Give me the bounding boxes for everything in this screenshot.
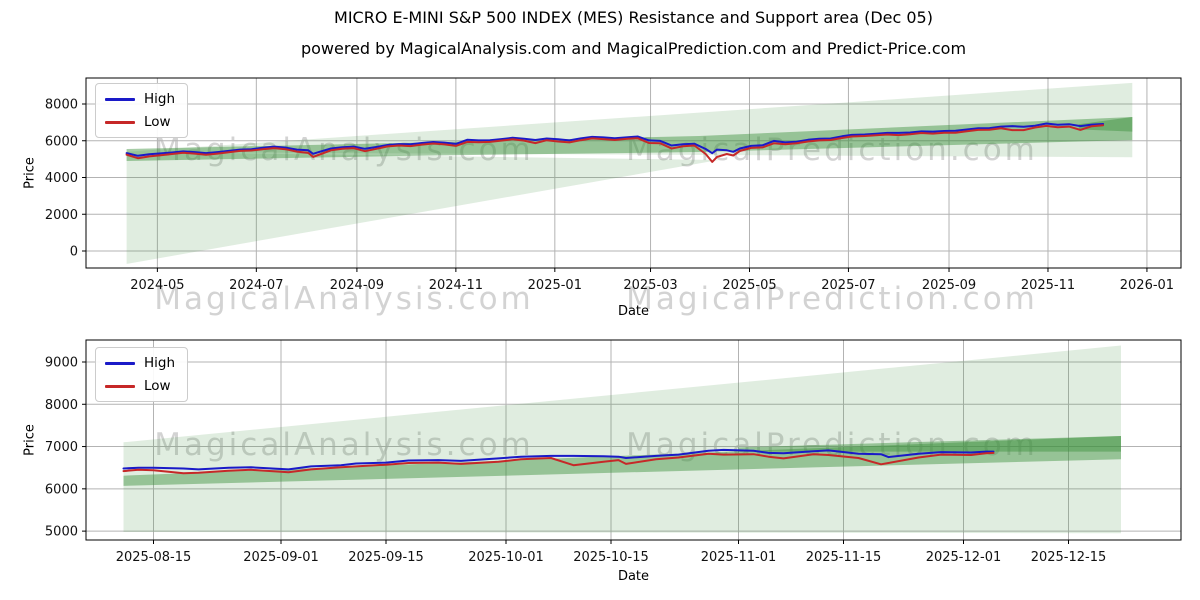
x-tick-label: 2024-09 [330,278,384,293]
x-tick-label: 2025-05 [722,278,776,293]
support-area-lower-band [126,151,719,264]
y-axis-label-top: Price [22,157,38,189]
high-line-series [122,448,995,471]
x-tick-label: 2025-09 [922,278,976,293]
x-tick-label: 2025-10-15 [573,550,649,565]
y-tick-label: 4000 [45,171,78,186]
x-tick-label: 2025-07 [821,278,875,293]
x-tick-label: 2025-09-01 [243,550,319,565]
legend-label-low: Low [144,378,171,394]
high-line-series [125,122,1105,157]
y-tick-label: 9000 [45,355,78,370]
legend-label-high: High [144,91,176,107]
x-tick-label: 2025-09-15 [348,550,424,565]
x-tick-label: 2025-12-01 [926,550,1002,565]
x-tick-label: 2025-01 [528,278,582,293]
x-tick-label: 2025-11 [1021,278,1075,293]
y-axis-label-bottom: Price [22,424,38,456]
x-axis-label-top: Date [617,304,650,319]
y-tick-label: 7000 [45,440,78,455]
x-tick-label: 2025-10-01 [468,550,544,565]
chart-subtitle: powered by MagicalAnalysis.com and Magic… [300,39,967,58]
high-line-swatch [105,361,135,365]
y-tick-label: 6000 [45,134,78,149]
y-tick-label: 5000 [45,525,78,540]
x-tick-label: 2024-07 [229,278,283,293]
high-line-swatch [105,97,135,101]
resistance-area-upper-band [126,82,1133,158]
low-line-series [125,124,1105,163]
trend-band-overlap-band [738,436,1121,452]
plot-frame [85,77,1182,269]
x-axis-label-bottom: Date [617,569,650,584]
bottom-chart: 2025-08-15 2025-09-01 2025-09-15 2025-10-01… [45,339,1182,565]
y-tick-label: 8000 [45,398,78,413]
low-line-series [122,451,995,475]
y-tick-label: 2000 [45,208,78,223]
watermark-prediction: MagicalPrediction.com [626,281,1038,317]
watermark-analysis: MagicalAnalysis.com [154,281,534,317]
low-line-swatch [105,384,135,388]
watermark-analysis: MagicalAnalysis.com [154,132,533,168]
x-tick-label: 2024-05 [130,278,184,293]
x-tick-label: 2025-11-01 [701,550,777,565]
y-tick-label: 8000 [45,98,78,113]
y-tick-label: 0 [70,245,78,260]
x-tick-label: 2025-11-15 [806,550,882,565]
legend-item-low: Low [105,378,175,394]
y-tick-label: 6000 [45,482,78,497]
x-tick-label: 2025-08-15 [116,550,192,565]
x-tick-label: 2025-12-15 [1031,550,1107,565]
trend-band-overlap-band [1078,117,1133,132]
top-chart: 2024-05 2024-07 2024-09 2024-11 2025-01 2025-… [45,77,1182,293]
x-tick-label: 2025-03 [623,278,677,293]
x-tick-label: 2026-01 [1120,278,1174,293]
legend-label-low: Low [144,114,171,130]
legend-item-high: High [105,91,175,107]
low-line-swatch [105,120,135,124]
plot-frame [85,339,1182,541]
legend-bottom-chart: High Low [95,347,189,402]
legend-label-high: High [144,355,176,371]
legend-item-low: Low [105,114,175,130]
legend-top-chart: High Low [95,83,189,138]
legend-item-high: High [105,355,175,371]
x-tick-label: 2024-11 [429,278,483,293]
resistance-support-area-band [123,345,1121,534]
chart-title: MICRO E-MINI S&P 500 INDEX (MES) Resista… [334,8,933,27]
watermark-prediction: MagicalPrediction.com [626,427,1038,463]
watermark-analysis: MagicalAnalysis.com [154,427,533,463]
